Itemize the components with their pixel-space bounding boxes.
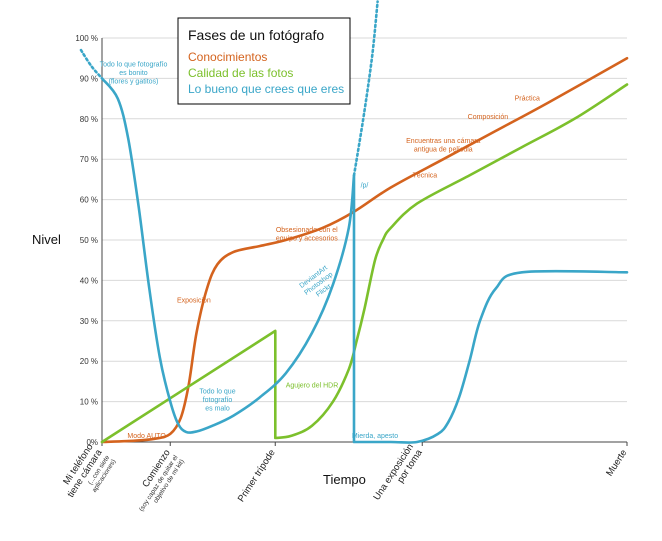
y-tick-label: 20 %	[80, 357, 98, 366]
y-tick-label: 60 %	[80, 196, 98, 205]
x-tick-label-primer-tripode: Primer trípode	[236, 448, 278, 504]
legend-item-lo-bueno: Lo bueno que crees que eres	[188, 82, 344, 96]
annotation-p: /p/	[361, 183, 369, 190]
series-dotted-extension	[79, 48, 104, 80]
y-tick-label: 0%	[86, 438, 98, 447]
annotation-exposicion: Exposición	[177, 298, 211, 305]
series-group	[79, 0, 629, 444]
annotation-tecnica: Técnica	[413, 172, 438, 179]
annotation-mierda-apesto: Mierda, apesto	[352, 433, 398, 440]
x-tick-label-comienzo: Comienzo(soy capaz de quitar elobjetivo …	[138, 448, 186, 513]
y-tick-label: 10 %	[80, 398, 98, 407]
y-tick-label: 30 %	[80, 317, 98, 326]
series-dotted-extension	[352, 0, 379, 177]
grid: 0% 10 % 20 % 30 % 40 % 50 % 60 % 70 % 80 % 90 % 10…	[75, 34, 627, 447]
annotation-todo-lo-que-fotografio: Todo lo que fotografío es bonito (flores y…	[100, 61, 168, 85]
y-tick-label: 80 %	[80, 115, 98, 124]
x-tick-label-muerte: Muerte	[604, 448, 629, 479]
annotations: Todo lo que fotografío es bonito (flores y…	[100, 61, 540, 440]
annotation-todo-lo-que: Todo lo que fotografío es malo	[199, 389, 235, 413]
legend: Fases de un fotógrafo Conocimientos Cali…	[177, 17, 351, 105]
series-line-calidad-de-las-fotos	[100, 83, 629, 444]
annotation-agujero-del-hdr: Agujero del HDR	[286, 383, 339, 390]
x-axis-title: Tiempo	[323, 472, 366, 487]
annotation-encuentras-una-camara: Encuentras una cámara antigua de película	[406, 138, 480, 154]
y-axis-title: Nivel	[32, 232, 61, 247]
legend-title: Fases de un fotógrafo	[188, 27, 324, 43]
y-tick-label: 70 %	[80, 155, 98, 164]
legend-box	[177, 17, 351, 105]
y-tick-label: 90 %	[80, 74, 98, 83]
annotation-composicion: Composición	[468, 114, 509, 121]
y-tick-label: 50 %	[80, 236, 98, 245]
series-line-conocimientos	[100, 56, 629, 444]
y-tick-label: 100 %	[75, 34, 98, 43]
y-tick-label: 40 %	[80, 276, 98, 285]
legend-item-calidad: Calidad de las fotos	[188, 66, 293, 80]
annotation-obsesionado-con-el: Obsesionado con el equipo y accesorios	[276, 227, 338, 243]
x-tick-label-line: Muerte	[604, 448, 629, 479]
annotation-practica: Práctica	[515, 96, 540, 103]
x-tick-label-line: Primer trípode	[236, 448, 278, 504]
annotation-modo-auto: Modo AUTO	[127, 433, 166, 440]
legend-item-conocimientos: Conocimientos	[188, 50, 267, 64]
series-line-lo-bueno-que-crees-que-eres	[100, 77, 629, 444]
